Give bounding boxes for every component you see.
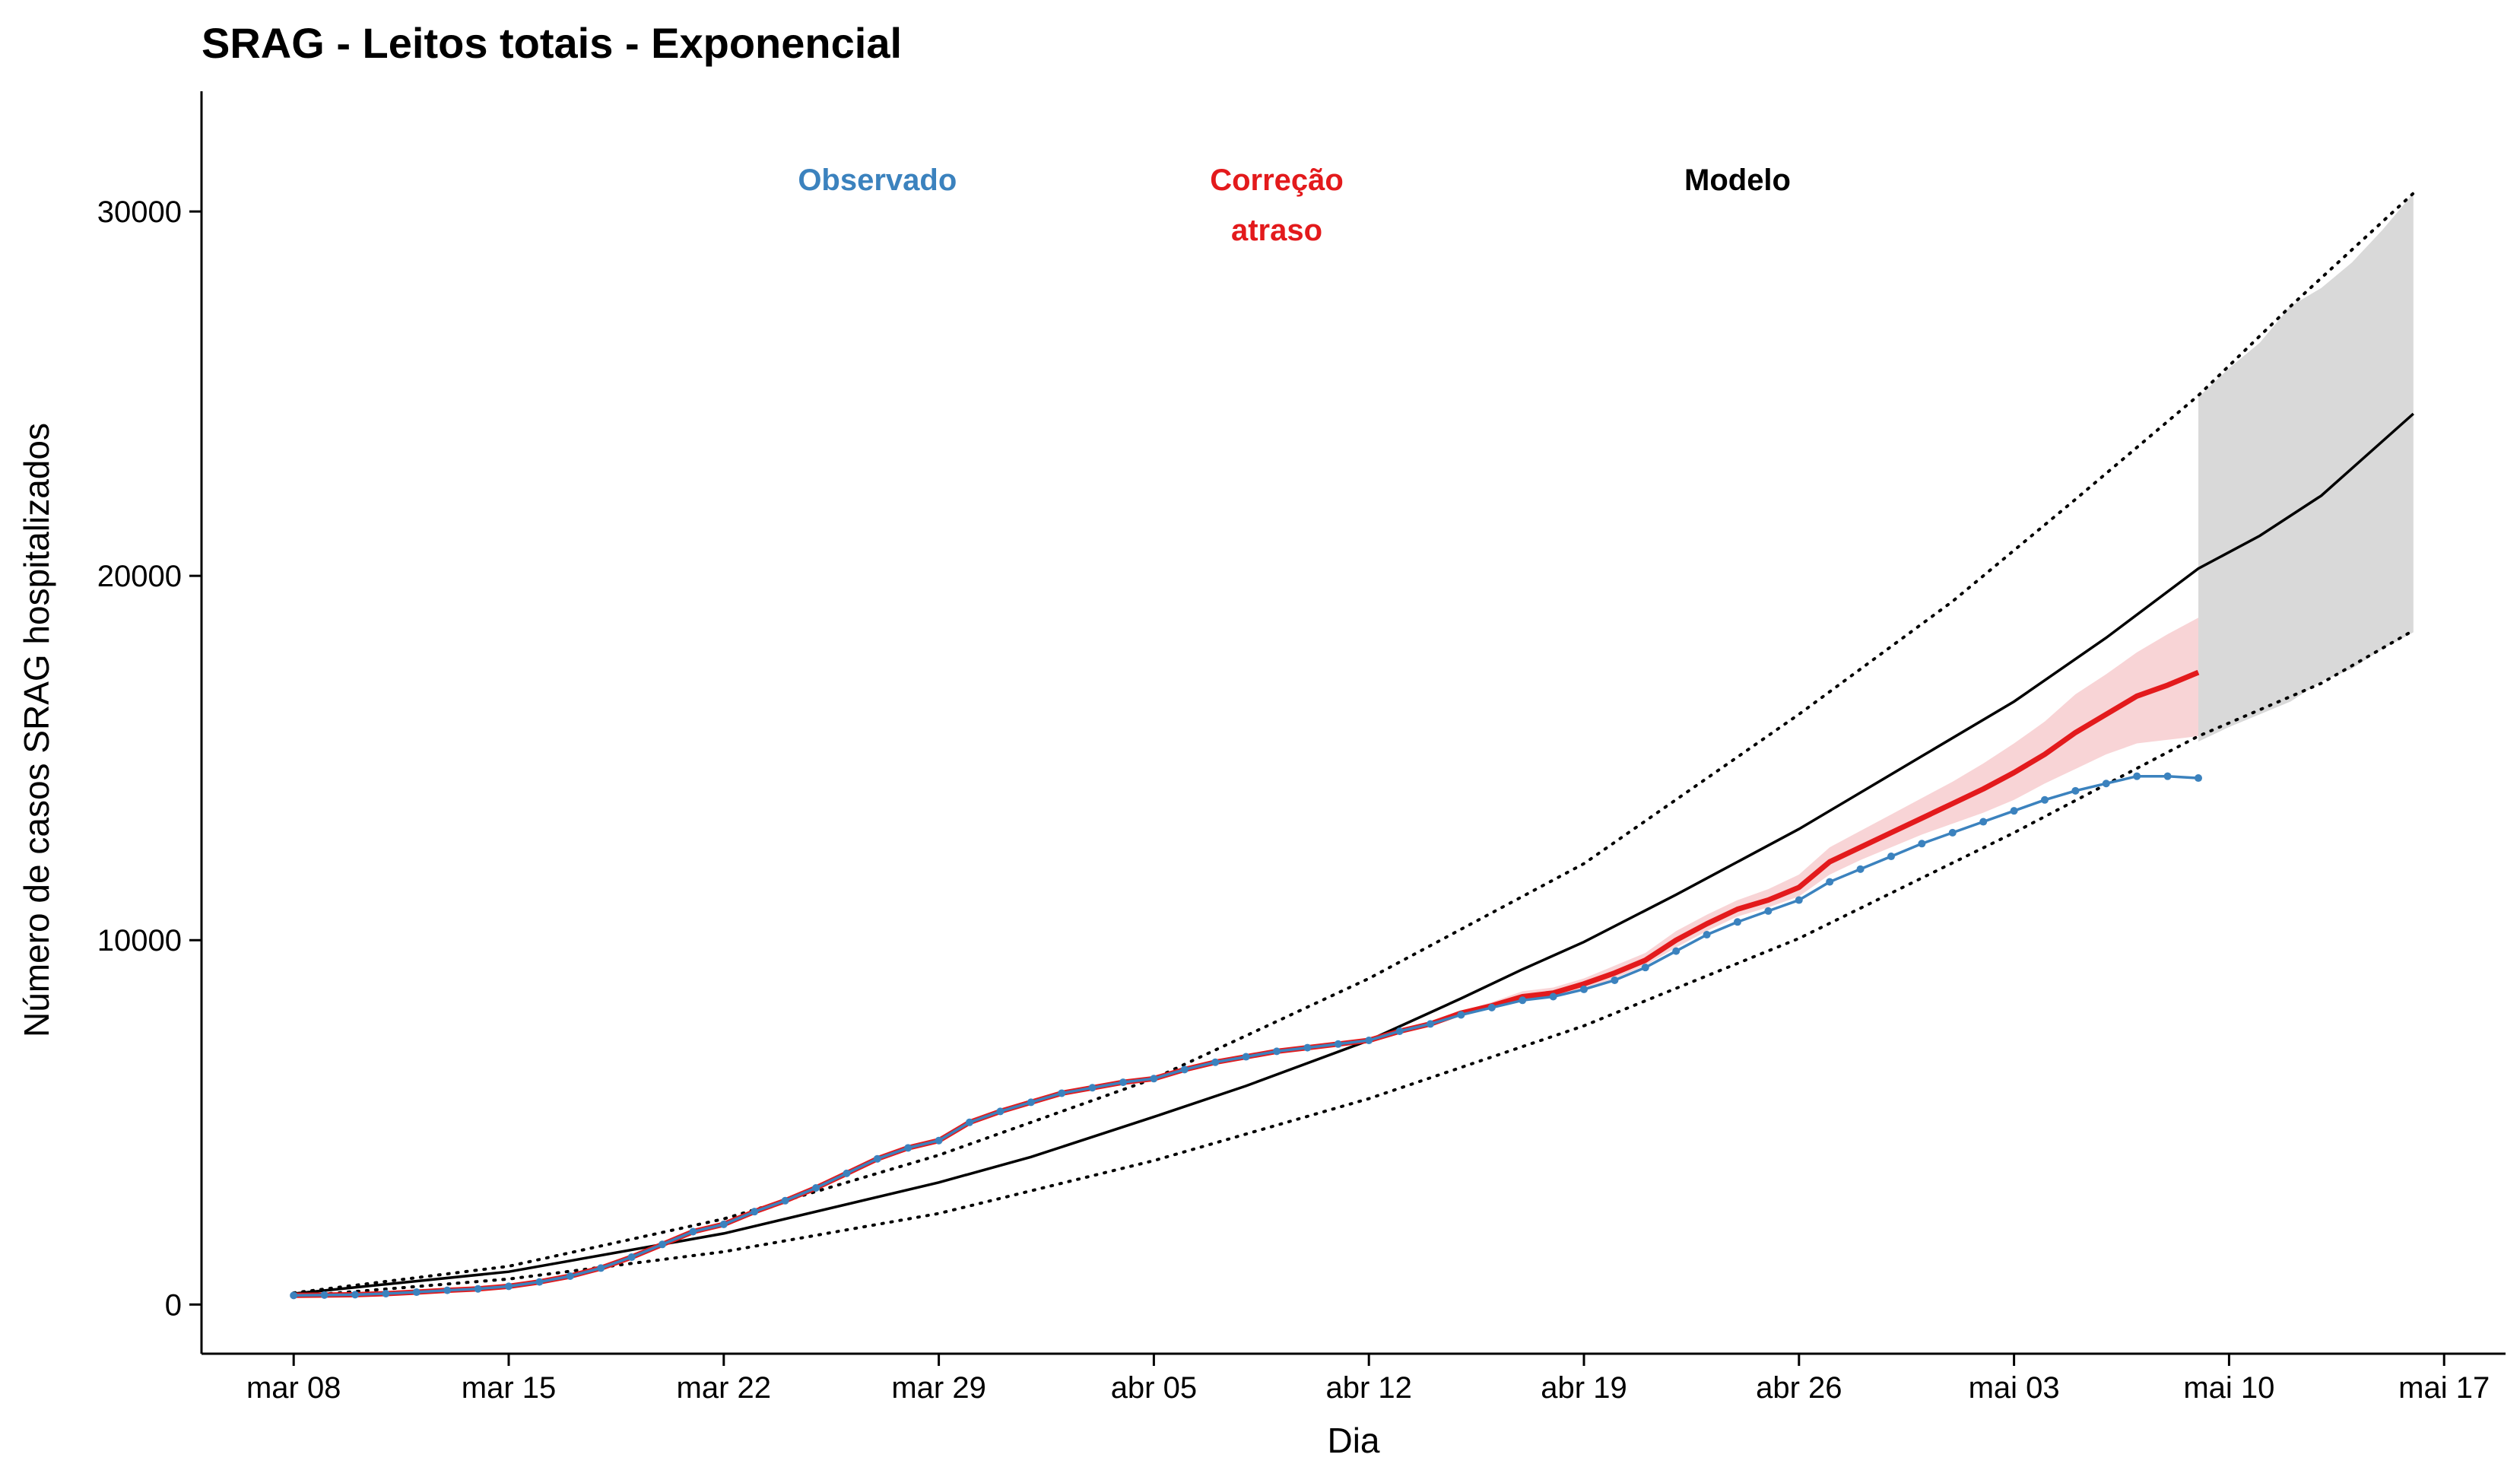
observed-point (1519, 996, 1527, 1005)
observed-point (1457, 1011, 1465, 1019)
x-tick-label: mai 03 (1969, 1371, 2060, 1405)
legend-annotations: Observado Correção atraso Modelo (798, 164, 1791, 247)
observed-point (966, 1118, 973, 1126)
observed-point (781, 1196, 789, 1205)
observed-point (1427, 1020, 1434, 1028)
y-tick-label: 0 (165, 1288, 182, 1322)
observed-point (659, 1240, 666, 1249)
observed-point (1887, 853, 1895, 861)
axes: mar 08 mar 15 mar 22 mar 29 abr 05 abr 12 abr … (97, 91, 2506, 1405)
observed-point (751, 1208, 759, 1216)
legend-label: Correção (1210, 164, 1344, 197)
legend-label: Modelo (1684, 164, 1791, 197)
chart-title: SRAG - Leitos totais - Exponencial (202, 19, 902, 67)
x-tick-label: abr 05 (1111, 1371, 1197, 1405)
observed-point (412, 1288, 421, 1297)
observed-point (904, 1144, 912, 1152)
y-tick-label: 20000 (97, 560, 182, 593)
observed-point (505, 1282, 513, 1291)
observed-point (1211, 1058, 1220, 1066)
x-tick-label: abr 26 (1756, 1371, 1842, 1405)
observed-point (935, 1136, 943, 1145)
correction-band (294, 618, 2199, 1296)
model-upper-dotted-line (292, 192, 2415, 1294)
observed-point (1703, 931, 1711, 939)
observed-point (996, 1107, 1005, 1116)
observed-point (1641, 964, 1649, 972)
y-tick-label: 30000 (97, 195, 182, 229)
observed-point (597, 1264, 605, 1272)
observed-point (443, 1286, 452, 1294)
legend-label: atraso (1231, 214, 1322, 247)
observed-point (2071, 786, 2080, 795)
y-tick-label: 10000 (97, 924, 182, 957)
observed-point (1027, 1098, 1035, 1107)
observed-point (1764, 907, 1773, 915)
observed-point (351, 1291, 359, 1299)
observed-point (1856, 865, 1865, 873)
observed-point (1365, 1036, 1373, 1044)
observed-point (1918, 840, 1926, 848)
model-line (294, 412, 2414, 1295)
observed-point (843, 1169, 851, 1177)
x-tick-label: mar 15 (462, 1371, 557, 1405)
observed-point (2195, 774, 2202, 783)
observed-point (1119, 1078, 1127, 1087)
observed-point (1058, 1089, 1066, 1097)
band-layer (294, 193, 2414, 1296)
point-layer (290, 772, 2202, 1300)
correction-line (294, 669, 2200, 1298)
x-tick-label: mai 10 (2183, 1371, 2274, 1405)
observed-point (1242, 1053, 1250, 1061)
observed-point (1273, 1047, 1281, 1056)
observed-point (1334, 1040, 1342, 1048)
x-tick-label: abr 12 (1325, 1371, 1411, 1405)
observed-point (1979, 818, 1988, 826)
observed-point (2133, 772, 2141, 780)
x-axis-label: Dia (1327, 1421, 1379, 1460)
forecast-band (2198, 193, 2414, 742)
x-tick-label: mai 17 (2398, 1371, 2490, 1405)
observed-point (1088, 1084, 1097, 1092)
observed-point (1611, 976, 1619, 984)
observed-point (566, 1272, 574, 1280)
observed-point (535, 1278, 544, 1286)
observed-point (2010, 807, 2018, 815)
observed-point (1549, 992, 1557, 1001)
x-tick-label: mar 22 (677, 1371, 772, 1405)
observed-point (1580, 985, 1588, 993)
observed-point (1672, 947, 1681, 955)
model-lower-dotted-line (292, 629, 2415, 1298)
observed-point (873, 1154, 881, 1163)
observed-line (294, 774, 2199, 1297)
observed-point (2041, 795, 2049, 804)
observed-point (1826, 878, 1834, 886)
observed-point (1303, 1043, 1312, 1052)
observed-point (1948, 828, 1957, 837)
observed-point (1487, 1003, 1496, 1011)
observed-point (320, 1291, 328, 1299)
observed-point (382, 1289, 390, 1297)
observed-point (689, 1227, 697, 1236)
observed-point (1395, 1027, 1404, 1036)
x-tick-label: mar 08 (246, 1371, 341, 1405)
observed-point (1795, 896, 1803, 904)
x-tick-label: mar 29 (891, 1371, 986, 1405)
legend-label: Observado (798, 164, 957, 197)
observed-point (290, 1291, 298, 1300)
observed-point (474, 1285, 482, 1293)
observed-point (1180, 1065, 1189, 1074)
observed-point (719, 1220, 728, 1228)
observed-point (1734, 918, 1741, 926)
observed-point (627, 1253, 636, 1262)
y-axis-label: Número de casos SRAG hospitalizados (17, 423, 56, 1037)
observed-point (2163, 772, 2172, 780)
observed-point (1150, 1075, 1158, 1083)
observed-point (2102, 780, 2110, 788)
observed-point (812, 1184, 820, 1192)
x-tick-label: abr 19 (1541, 1371, 1627, 1405)
